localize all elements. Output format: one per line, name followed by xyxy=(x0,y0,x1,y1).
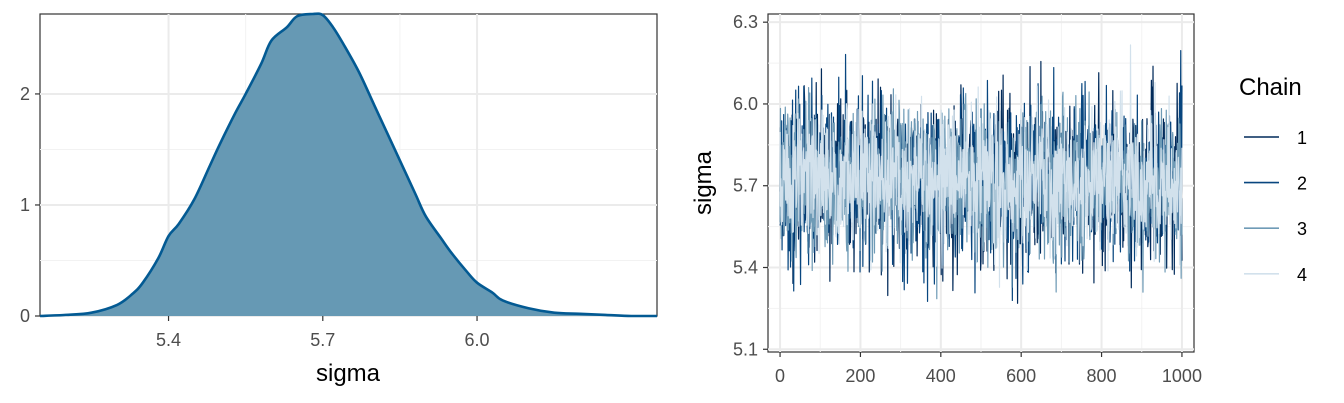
trace-y-tick-label: 6.0 xyxy=(733,94,758,114)
legend-items: 1 2 3 4 xyxy=(1244,128,1307,285)
legend-label-chain-3: 3 xyxy=(1297,219,1307,239)
density-fill xyxy=(40,13,657,317)
legend-label-chain-2: 2 xyxy=(1297,174,1307,194)
density-y-tick-label: 2 xyxy=(20,84,30,104)
trace-x-tick-label: 600 xyxy=(1006,366,1036,386)
legend-label-chain-4: 4 xyxy=(1297,265,1307,285)
density-x-tick-label: 6.0 xyxy=(465,330,490,350)
trace-x-tick-label: 400 xyxy=(926,366,956,386)
trace-y-tick-label: 5.4 xyxy=(733,258,758,278)
trace-y-tick-label: 5.7 xyxy=(733,176,758,196)
legend: Chain 1 2 3 4 xyxy=(1239,74,1307,285)
trace-y-axis-title: sigma xyxy=(690,150,717,215)
density-y-ticks: 0 1 2 xyxy=(20,84,40,326)
trace-y-tick-label: 5.1 xyxy=(733,339,758,359)
trace-x-ticks: 0 200 400 600 800 1000 xyxy=(775,352,1202,386)
trace-line-chain-4 xyxy=(779,44,1183,288)
trace-x-tick-label: 800 xyxy=(1087,366,1117,386)
trace-x-tick-label: 1000 xyxy=(1162,366,1202,386)
trace-y-ticks: 5.1 5.4 5.7 6.0 6.3 xyxy=(733,12,768,359)
density-panel: 5.4 5.7 6.0 0 1 2 sigma xyxy=(20,12,658,387)
density-x-axis-title: sigma xyxy=(316,360,381,387)
density-x-ticks: 5.4 5.7 6.0 xyxy=(156,316,490,350)
trace-x-tick-label: 200 xyxy=(845,366,875,386)
density-y-tick-label: 1 xyxy=(20,195,30,215)
legend-title: Chain xyxy=(1239,74,1302,101)
trace-lines xyxy=(779,44,1183,304)
legend-label-chain-1: 1 xyxy=(1297,128,1307,148)
trace-x-tick-label: 0 xyxy=(775,366,785,386)
trace-panel: 0 200 400 600 800 1000 5.1 5.4 5.7 6.0 6.3 sigma xyxy=(690,12,1202,386)
density-y-tick-label: 0 xyxy=(20,306,30,326)
density-line xyxy=(39,12,657,318)
density-x-tick-label: 5.7 xyxy=(310,330,335,350)
density-area xyxy=(39,12,657,318)
trace-y-tick-label: 6.3 xyxy=(733,12,758,32)
density-x-tick-label: 5.4 xyxy=(156,330,181,350)
